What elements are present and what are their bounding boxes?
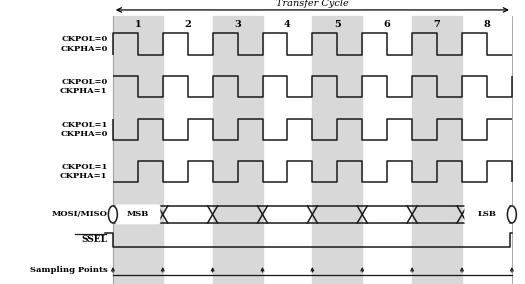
Text: 2: 2: [184, 20, 191, 29]
Text: 1: 1: [134, 20, 141, 29]
Ellipse shape: [108, 206, 118, 223]
Text: CKPOL=0
CKPHA=1: CKPOL=0 CKPHA=1: [60, 78, 108, 95]
Text: CKPOL=1
CKPHA=0: CKPOL=1 CKPHA=0: [60, 121, 108, 138]
Bar: [412, 16, 462, 284]
Bar: [312, 16, 362, 284]
Bar: [113, 16, 512, 284]
Text: Transfer Cycle: Transfer Cycle: [276, 0, 349, 8]
FancyBboxPatch shape: [116, 204, 161, 224]
Text: 8: 8: [484, 20, 490, 29]
Text: CKPOL=0
CKPHA=0: CKPOL=0 CKPHA=0: [60, 36, 108, 53]
Bar: [113, 16, 163, 284]
Text: MOSI/MISO: MOSI/MISO: [51, 210, 108, 218]
Text: Sampling Points: Sampling Points: [30, 266, 108, 274]
Bar: [213, 16, 262, 284]
Text: CKPOL=1
CKPHA=1: CKPOL=1 CKPHA=1: [60, 163, 108, 180]
Ellipse shape: [507, 206, 517, 223]
FancyBboxPatch shape: [464, 204, 509, 224]
Text: SSEL: SSEL: [81, 235, 108, 245]
Text: LSB: LSB: [477, 210, 497, 218]
Text: 7: 7: [434, 20, 440, 29]
Text: 4: 4: [284, 20, 291, 29]
Text: MSB: MSB: [127, 210, 149, 218]
Text: 6: 6: [384, 20, 391, 29]
Text: 5: 5: [334, 20, 341, 29]
Text: 3: 3: [234, 20, 241, 29]
